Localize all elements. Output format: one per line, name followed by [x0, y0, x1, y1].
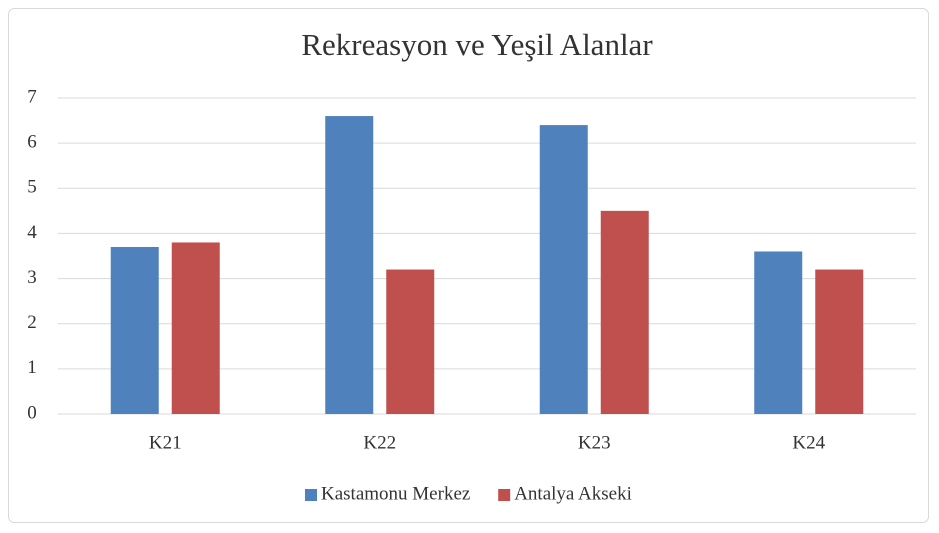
- y-tick-label: 6: [27, 132, 37, 153]
- bar: [815, 269, 864, 414]
- chart-title: Rekreasyon ve Yeşil Alanlar: [301, 27, 653, 62]
- bar: [386, 269, 435, 414]
- legend-label: Antalya Akseki: [514, 483, 632, 504]
- legend-swatch: [498, 489, 511, 501]
- legend-label: Kastamonu Merkez: [321, 483, 470, 504]
- y-tick-label: 7: [27, 86, 37, 107]
- x-tick-label: K22: [363, 432, 396, 453]
- bar: [754, 251, 803, 414]
- bar: [325, 116, 374, 415]
- y-tick-label: 4: [27, 222, 37, 243]
- x-tick-label: K21: [149, 432, 182, 453]
- x-tick-label: K24: [792, 432, 825, 453]
- legend-swatch: [305, 489, 317, 501]
- y-tick-label: 2: [27, 312, 37, 333]
- bar: [600, 210, 649, 414]
- y-tick-label: 5: [27, 177, 37, 198]
- y-tick-label: 3: [27, 267, 37, 288]
- x-tick-label: K23: [578, 432, 611, 453]
- y-tick-label: 1: [27, 357, 37, 378]
- chart-frame: [8, 8, 929, 523]
- bar: [539, 125, 588, 414]
- bar: [110, 246, 159, 414]
- y-tick-label: 0: [27, 402, 37, 423]
- bar: [171, 242, 220, 414]
